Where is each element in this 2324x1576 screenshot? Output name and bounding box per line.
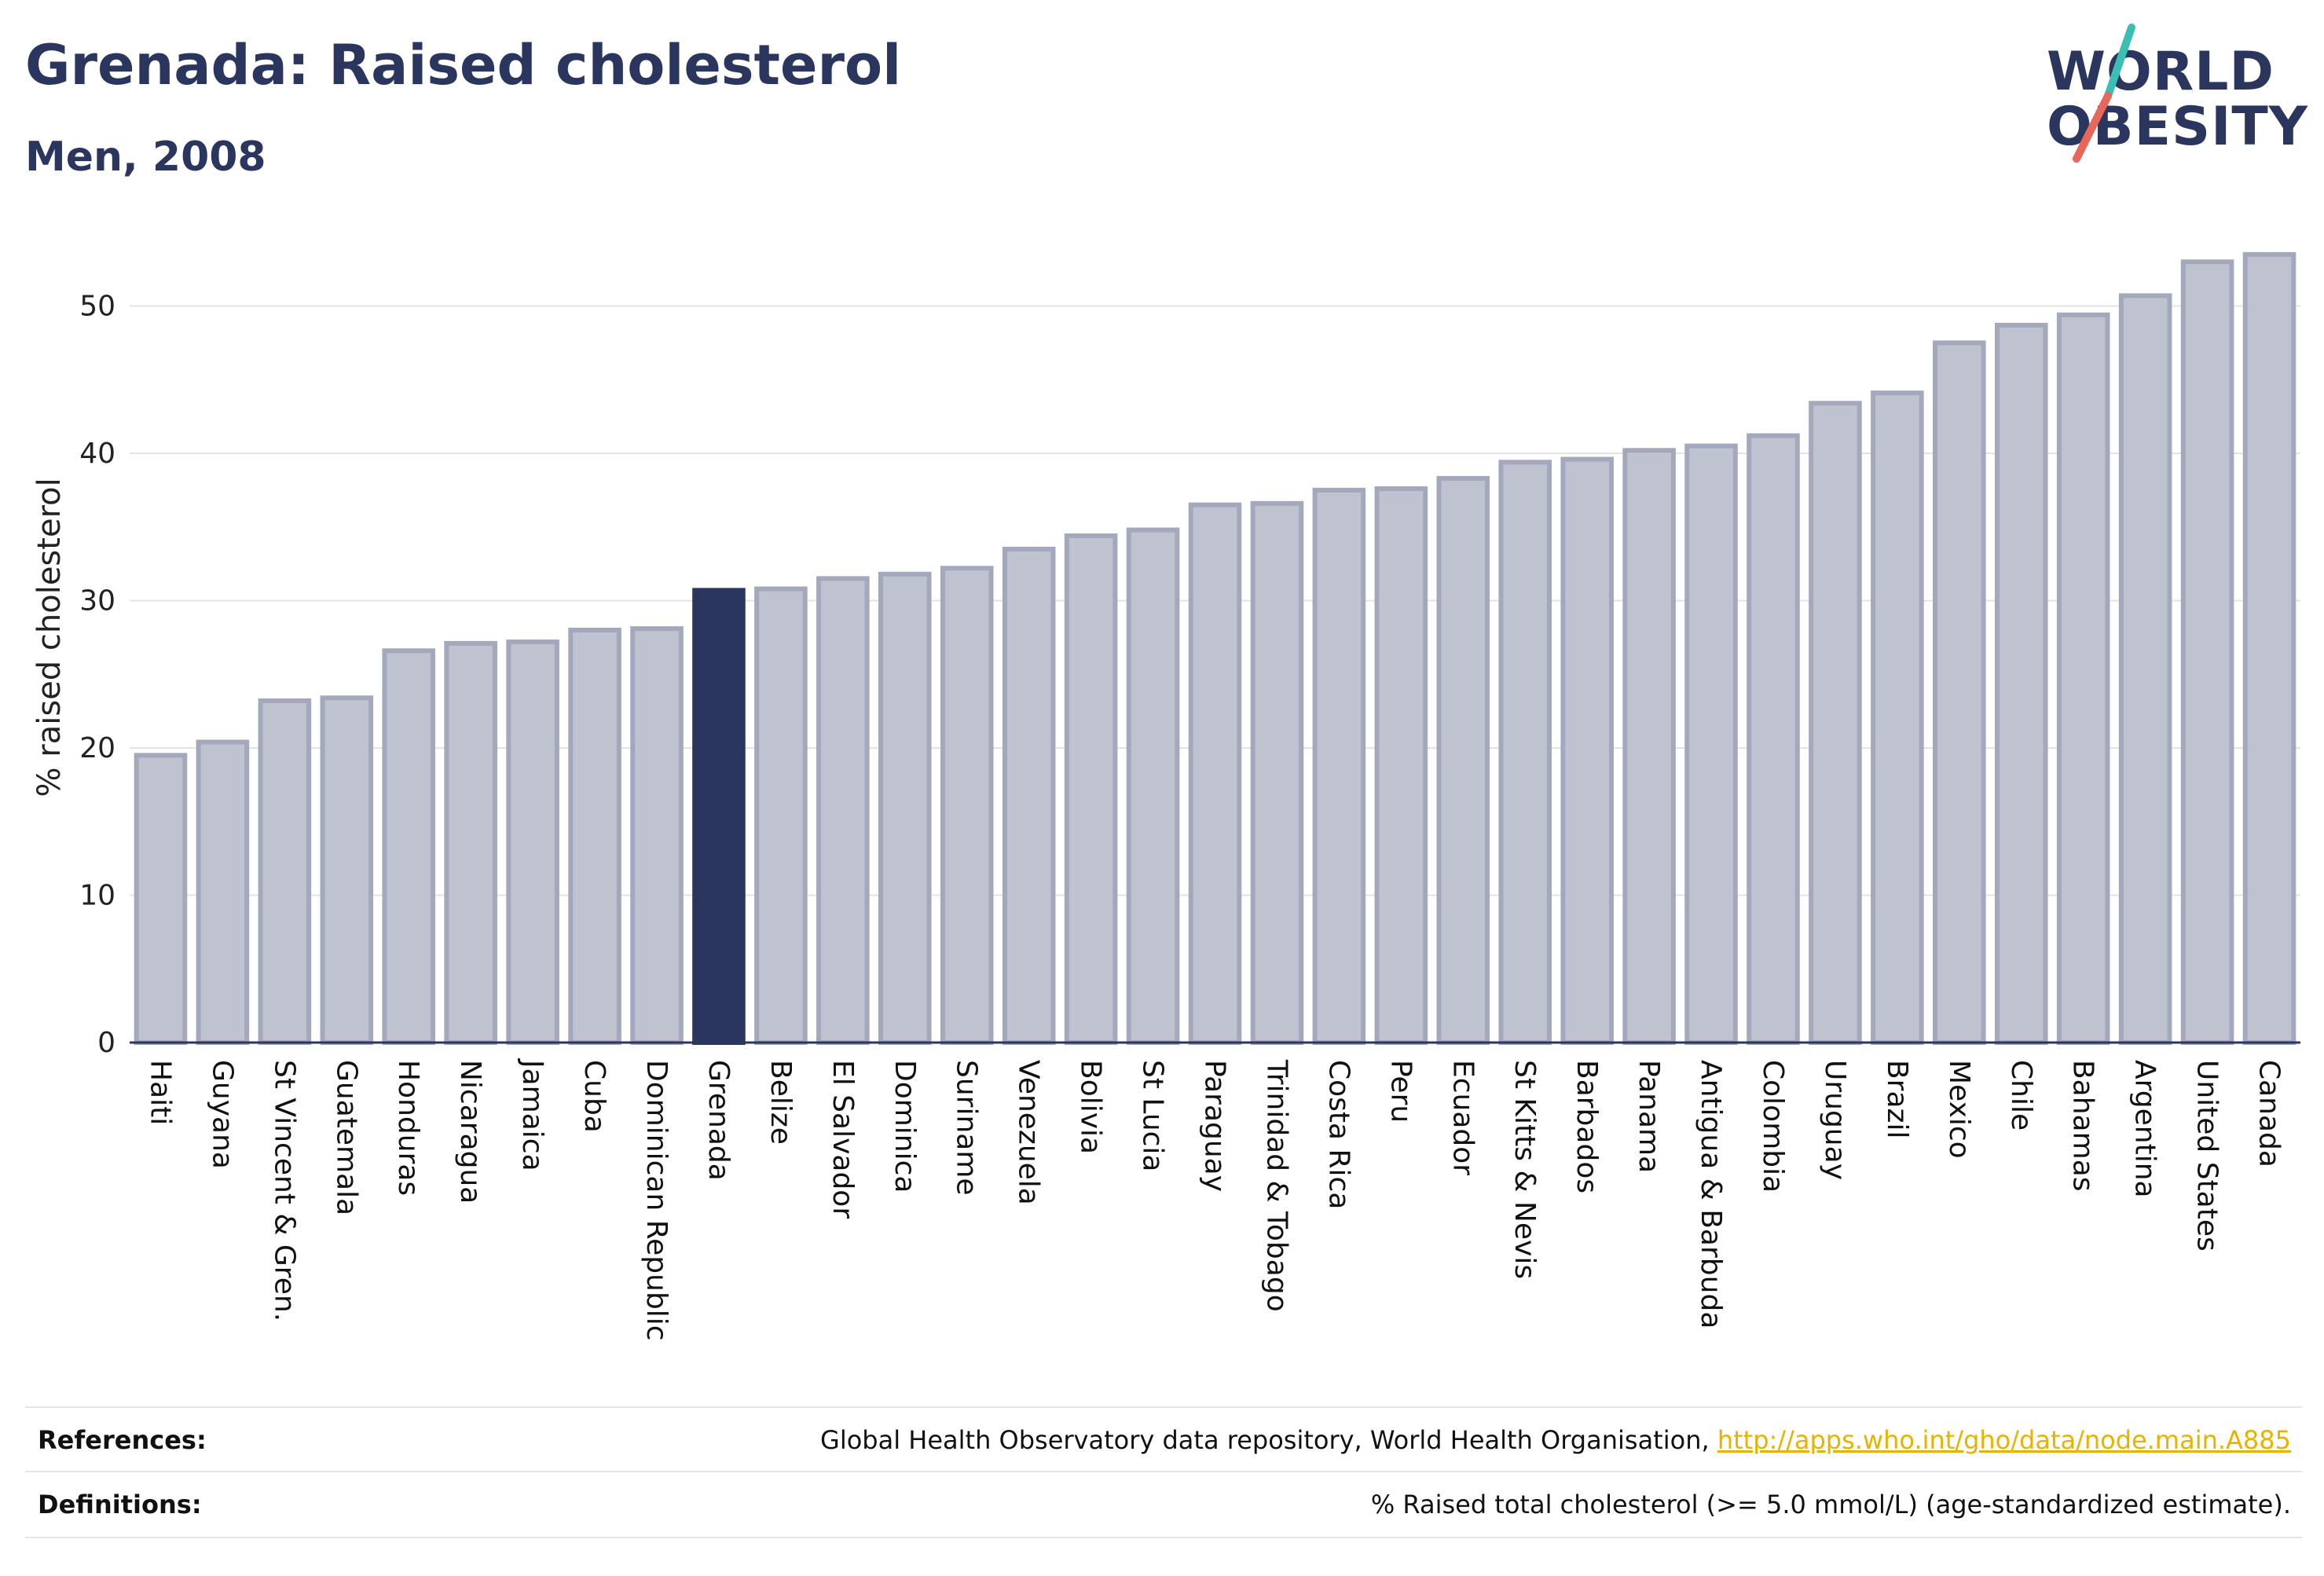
bar xyxy=(1064,533,1118,1045)
bar xyxy=(1622,448,1676,1045)
y-tick-label: 40 xyxy=(79,438,115,470)
logo-line-1: WORLD xyxy=(2047,41,2275,103)
bar xyxy=(1684,443,1738,1045)
references-label: References: xyxy=(38,1425,207,1455)
category-label: Guatemala xyxy=(330,1060,362,1215)
bar xyxy=(816,576,870,1045)
category-label: St Kitts & Nevis xyxy=(1508,1060,1541,1279)
bar xyxy=(320,695,374,1045)
category-label: Belize xyxy=(764,1060,797,1145)
category-label: Costa Rica xyxy=(1322,1060,1354,1209)
bar xyxy=(940,566,994,1045)
bar xyxy=(630,626,684,1045)
category-labels: Haiti Guyana St Vincent & Gren. Guatemala Ho… xyxy=(144,1058,2285,1341)
y-tick-labels: 0 10 20 30 40 50 xyxy=(79,291,115,1060)
category-label: Dominica xyxy=(889,1060,921,1193)
category-label: Ecuador xyxy=(1446,1060,1479,1175)
category-label: Colombia xyxy=(1757,1060,1789,1193)
bar xyxy=(2242,251,2297,1045)
bar xyxy=(1002,546,1056,1045)
bar xyxy=(1871,390,1924,1045)
bar xyxy=(878,571,932,1045)
category-label: Bahamas xyxy=(2067,1060,2099,1192)
y-tick-label: 0 xyxy=(97,1027,115,1059)
references-value: Global Health Observatory data repositor… xyxy=(820,1425,2291,1455)
category-label: Honduras xyxy=(392,1060,424,1196)
category-label: Nicaragua xyxy=(454,1060,486,1204)
bar-chart: 0 10 20 30 40 50 Haiti Guyana St Vincent & Gren… xyxy=(31,251,2300,1341)
y-tick-label: 50 xyxy=(79,291,115,323)
category-label: El Salvador xyxy=(827,1060,859,1219)
category-label: Suriname xyxy=(951,1060,983,1196)
bar xyxy=(1374,486,1428,1045)
world-obesity-logo: WORLD OBESITY xyxy=(2047,24,2308,165)
category-label: Antigua & Barbuda xyxy=(1695,1060,1727,1329)
bar xyxy=(1747,433,1800,1045)
definitions-text: % Raised total cholesterol (>= 5.0 mmol/… xyxy=(1370,1490,2291,1519)
y-axis-label: % raised cholesterol xyxy=(31,478,68,797)
category-label: Dominican Republic xyxy=(640,1060,673,1341)
category-label: Uruguay xyxy=(1819,1060,1851,1180)
category-label: Argentina xyxy=(2129,1060,2161,1198)
bar xyxy=(1126,527,1180,1045)
chart-subtitle: Men, 2008 xyxy=(25,134,266,181)
category-label: St Lucia xyxy=(1137,1060,1169,1172)
bars xyxy=(134,251,2297,1045)
bar xyxy=(2118,293,2172,1045)
bar xyxy=(1560,456,1614,1045)
category-label: Venezuela xyxy=(1013,1060,1045,1205)
category-label: Trinidad & Tobago xyxy=(1260,1059,1292,1312)
category-label: Cuba xyxy=(578,1060,610,1133)
bar xyxy=(1436,475,1490,1045)
bar xyxy=(1933,340,1986,1045)
category-label: Paraguay xyxy=(1199,1060,1231,1192)
category-label: Grenada xyxy=(702,1060,735,1181)
category-label: Jamaica xyxy=(516,1058,548,1171)
bar xyxy=(1809,401,1862,1045)
category-label: St Vincent & Gren. xyxy=(268,1060,300,1321)
category-label: Guyana xyxy=(206,1060,238,1169)
references-link[interactable]: http://apps.who.int/gho/data/node.main.A… xyxy=(1717,1425,2291,1455)
bar xyxy=(568,628,621,1045)
category-label: Chile xyxy=(2005,1060,2037,1131)
category-label: Canada xyxy=(2253,1060,2286,1167)
category-label: Peru xyxy=(1384,1060,1417,1123)
bar xyxy=(1994,322,2048,1045)
category-label: Brazil xyxy=(1881,1060,1913,1138)
y-tick-label: 30 xyxy=(79,585,115,618)
bar xyxy=(196,739,250,1045)
bar xyxy=(444,640,497,1045)
bar xyxy=(1250,500,1304,1045)
bar-highlighted xyxy=(692,588,746,1045)
category-label: United States xyxy=(2191,1060,2223,1252)
references-row: References: Global Health Observatory da… xyxy=(25,1406,2302,1472)
bar xyxy=(1312,487,1366,1045)
bar xyxy=(134,753,188,1045)
definitions-label: Definitions: xyxy=(38,1490,202,1519)
category-label: Mexico xyxy=(1943,1060,1975,1159)
references-text: Global Health Observatory data repositor… xyxy=(820,1425,1717,1455)
bar xyxy=(2180,259,2234,1045)
logo-slash-icon xyxy=(2073,24,2135,163)
bar xyxy=(382,648,436,1045)
category-label: Bolivia xyxy=(1075,1060,1107,1154)
chart-title: Grenada: Raised cholesterol xyxy=(25,33,902,97)
bar xyxy=(1188,502,1242,1045)
bar xyxy=(1498,460,1552,1045)
category-label: Barbados xyxy=(1571,1060,1603,1193)
y-tick-label: 20 xyxy=(79,732,115,764)
y-tick-label: 10 xyxy=(79,880,115,912)
category-label: Panama xyxy=(1633,1060,1665,1173)
bar xyxy=(754,586,808,1045)
bar xyxy=(2056,312,2110,1045)
definitions-row: Definitions: % Raised total cholesterol … xyxy=(25,1471,2302,1538)
category-label: Haiti xyxy=(144,1060,176,1125)
bar xyxy=(506,640,559,1045)
bar xyxy=(258,698,312,1045)
